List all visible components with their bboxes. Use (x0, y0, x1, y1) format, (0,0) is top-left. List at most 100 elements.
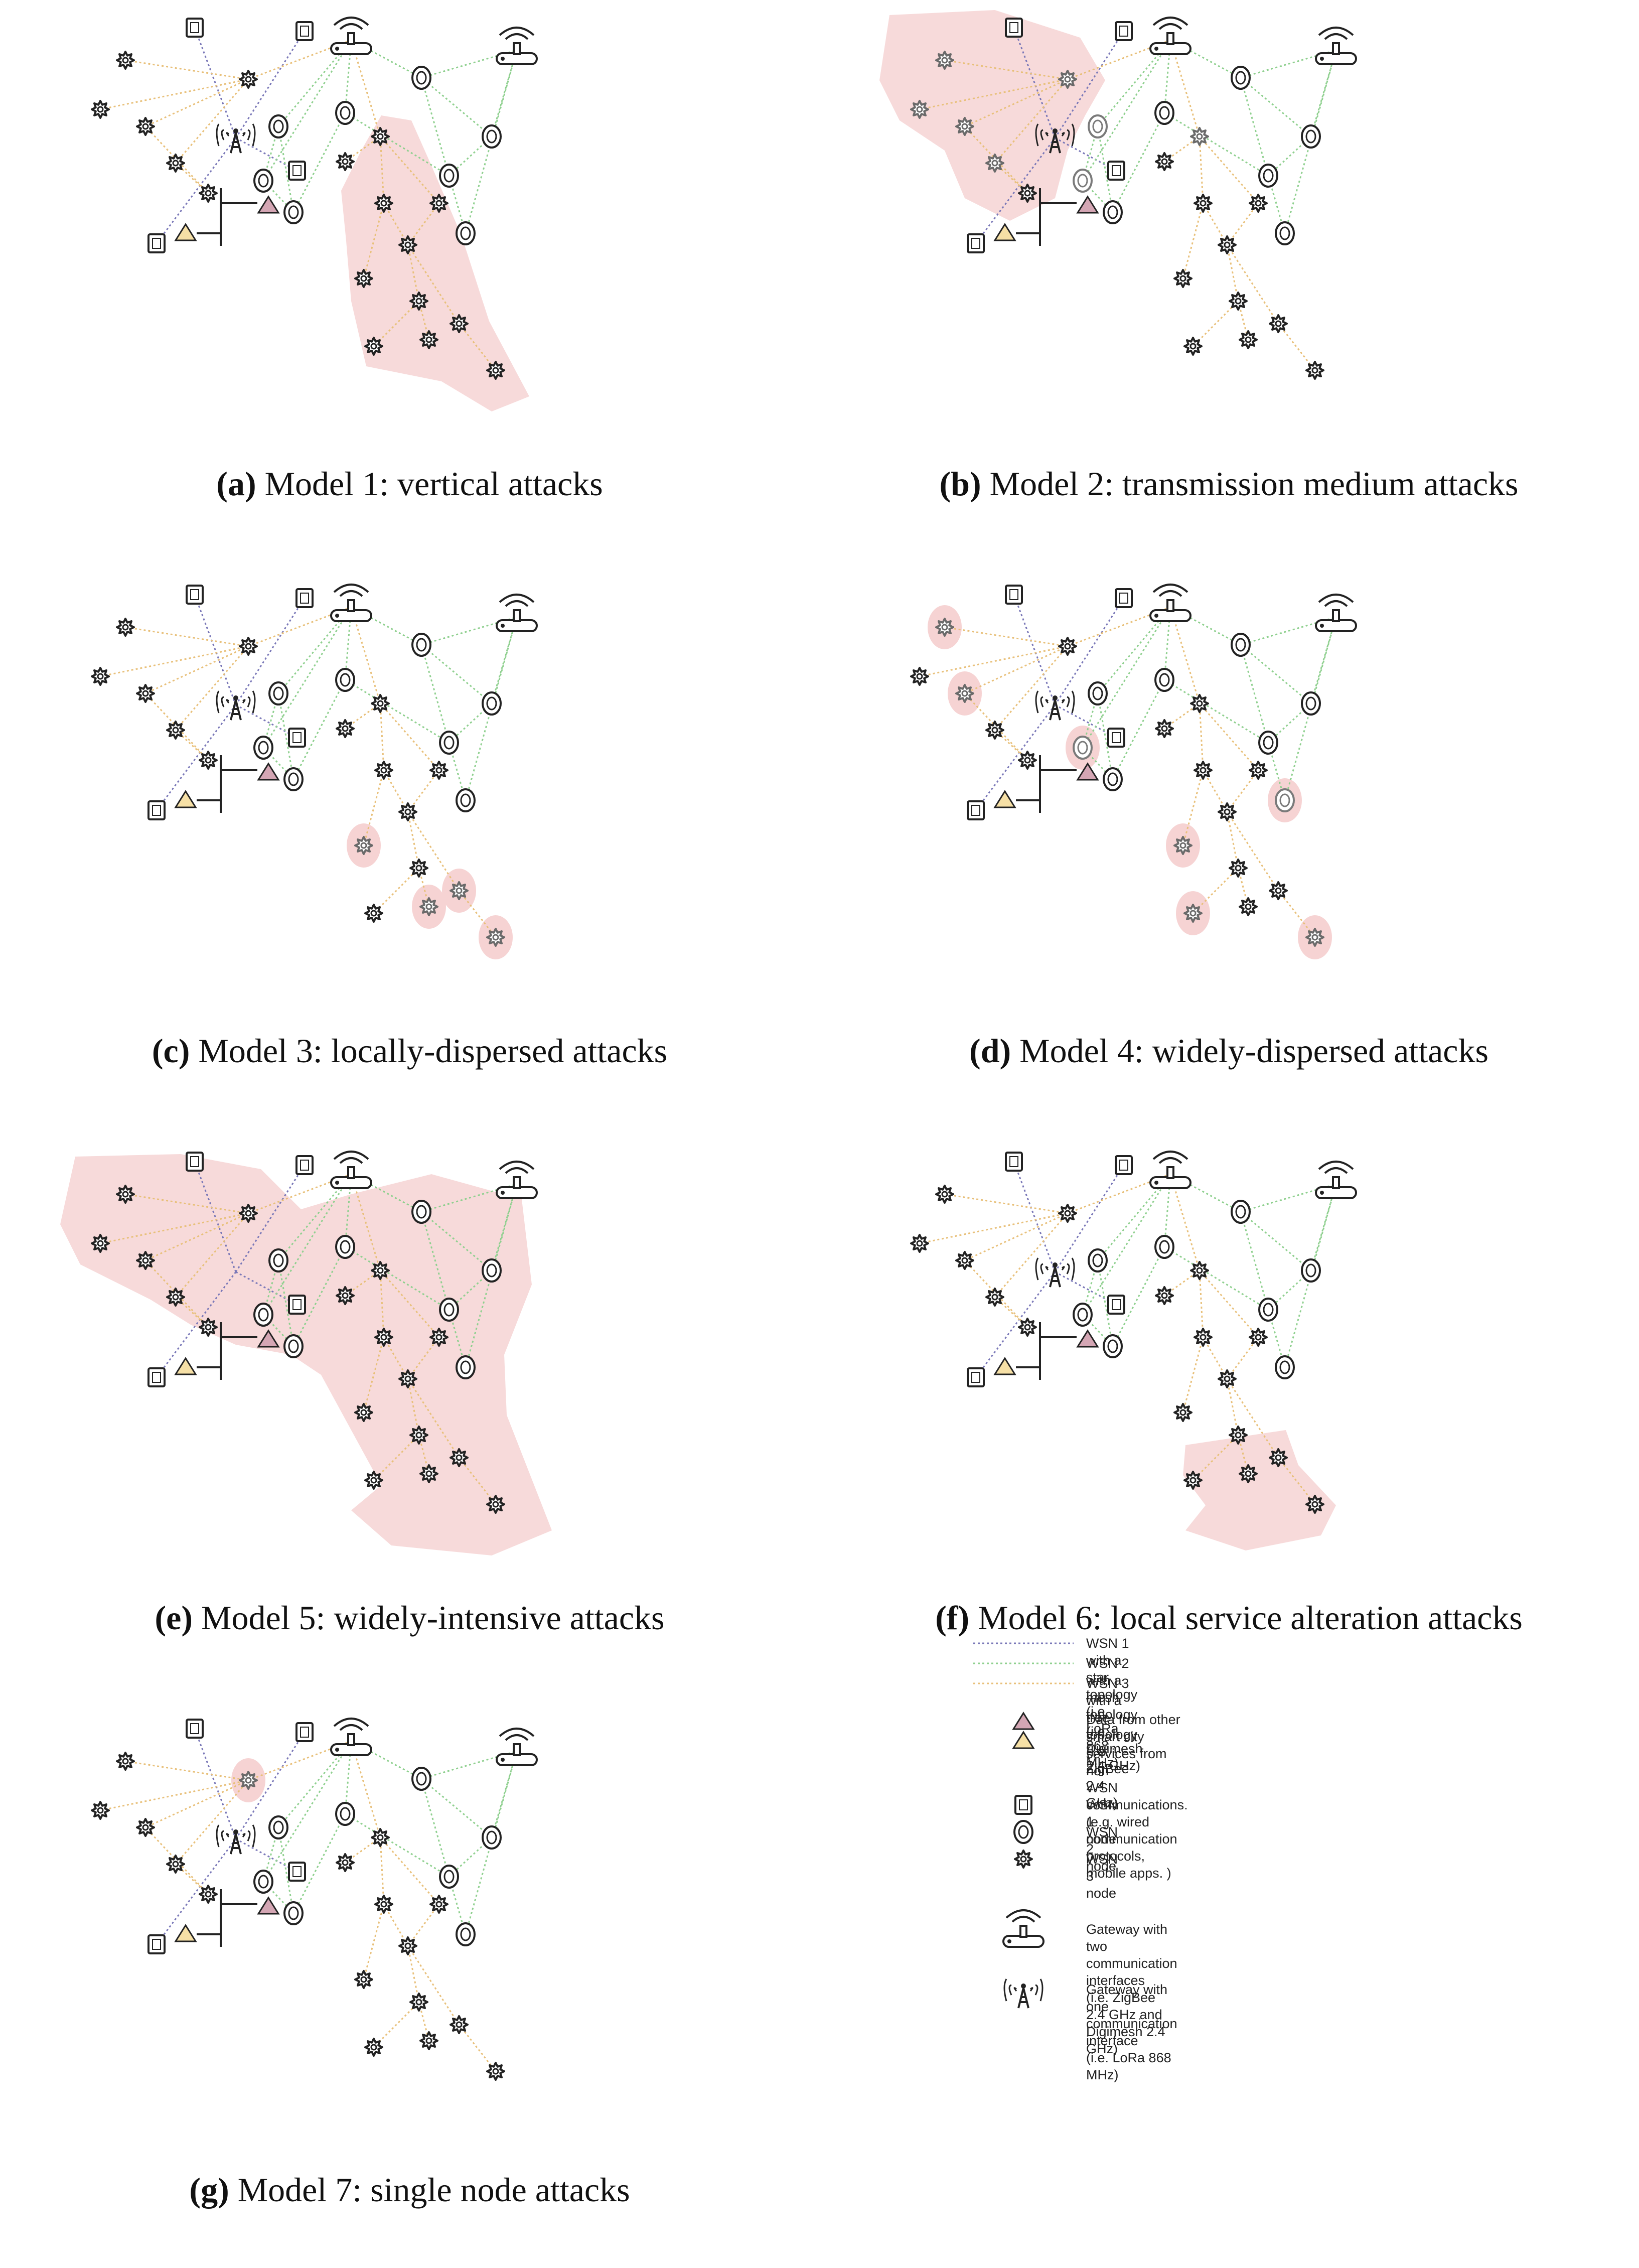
wsn1-node-icon (295, 1155, 314, 1175)
network-link (1112, 1246, 1165, 1347)
wsn2-node-icon (411, 633, 431, 657)
network-link (1182, 1337, 1204, 1413)
network-link (344, 607, 352, 680)
wsn3-node-icon (371, 694, 390, 713)
legend-gateway-two-label: Gateway with two communication interface… (1086, 1922, 1177, 2056)
network-link (458, 323, 497, 371)
caption-model-7: (g) Model 7: single node attacks (0, 2170, 819, 2210)
wsn2-node-icon (1088, 681, 1108, 705)
wsn2-node-icon (482, 124, 502, 149)
network-diagram (910, 1151, 1357, 1550)
wsn3-node-icon (398, 235, 417, 254)
wsn3-node-icon (955, 1251, 974, 1270)
wsn3-node-icon (91, 100, 110, 119)
wsn3-node-icon (199, 184, 218, 203)
data-feeder-line (1016, 755, 1077, 813)
wsn3-node-icon (1183, 337, 1203, 356)
network-link (1013, 27, 1056, 138)
wsn3-node-icon (398, 1936, 417, 1955)
wsn3-node-icon (1239, 330, 1258, 349)
wsn3-node-icon (374, 1328, 393, 1347)
router-gateway-icon (1315, 27, 1357, 65)
wsn3-node-icon (419, 330, 438, 349)
network-link (407, 244, 420, 302)
wsn2-node-icon (1103, 767, 1123, 791)
wsn3-node-icon (239, 70, 258, 89)
triangle-icon (993, 1357, 1016, 1375)
legend-wsn1-node-label: WSN 1 node (1086, 1797, 1118, 1847)
wsn3-node-icon (1018, 751, 1037, 770)
wsn3-node-icon (1249, 761, 1268, 780)
network-link (100, 645, 249, 677)
wsn3-node-icon (116, 51, 135, 70)
wsn3-node-icon (136, 1818, 155, 1837)
network-link (277, 1260, 294, 1347)
network-link (407, 244, 460, 324)
network-link (125, 1760, 249, 1781)
wsn3-node-icon (1239, 897, 1258, 916)
wsn2-node-icon (1088, 114, 1108, 138)
triangle-icon (1012, 1712, 1035, 1730)
wsn1-node-icon (295, 588, 314, 608)
wsn2-node-icon (1073, 736, 1093, 760)
wsn3-node-icon (1249, 194, 1268, 213)
network-link (100, 78, 249, 110)
antenna-tower-icon (216, 1824, 256, 1855)
wsn2-node-icon (1301, 1258, 1321, 1283)
wsn3-node-icon (935, 51, 954, 70)
wsn3-node-icon (371, 1261, 390, 1280)
network-link (344, 1741, 352, 1814)
network-link (1199, 1270, 1204, 1338)
antenna-tower-icon (1035, 123, 1075, 154)
wsn1-node-icon (288, 1295, 306, 1315)
network-link (421, 77, 492, 137)
network-link (235, 1838, 297, 1873)
network-link (345, 679, 450, 744)
network-link (1169, 1174, 1201, 1271)
wsn3-node-icon (1014, 1850, 1033, 1869)
caption-model-2: (b) Model 2: transmission medium attacks (819, 464, 1638, 504)
network-link (1199, 136, 1259, 204)
wsn1-node-icon (295, 21, 314, 41)
legend-wsn1-link-label: WSN 1 with a star topology (i.e. LoRa 86… (1086, 1636, 1138, 1770)
wsn3-node-icon (364, 904, 383, 923)
network-link (458, 890, 497, 938)
network-link (1202, 770, 1228, 812)
wsn2-node-icon (268, 681, 288, 705)
antenna-tower-icon (1035, 1257, 1075, 1288)
wsn2-node-icon (253, 1870, 273, 1894)
network-link (1202, 203, 1228, 245)
network-link (1055, 1271, 1117, 1306)
wsn3-node-icon (1239, 1464, 1258, 1483)
network-link (379, 703, 440, 771)
network-link (964, 645, 1068, 694)
wsn3-node-icon (985, 1288, 1004, 1307)
network-link (379, 1837, 440, 1905)
wsn1-node-icon (1115, 21, 1133, 41)
wsn3-node-icon (1173, 836, 1193, 855)
wsn3-node-icon (955, 117, 974, 136)
wsn2-node-icon (268, 114, 288, 138)
network-link (1054, 31, 1125, 138)
triangle-icon (993, 790, 1016, 808)
wsn1-node-icon (186, 1719, 204, 1739)
wsn3-node-icon (1018, 184, 1037, 203)
wsn3-node-icon (1173, 269, 1193, 288)
wsn3-node-icon (354, 1970, 373, 1989)
wsn3-node-icon (239, 637, 258, 656)
wsn2-node-icon (1103, 200, 1123, 224)
wsn2-node-icon (439, 1298, 459, 1322)
wsn3-node-icon (910, 667, 929, 686)
network-diagram (60, 1151, 552, 1555)
wsn2-node-icon (1275, 1355, 1295, 1379)
wsn3-node-icon (409, 1426, 428, 1445)
network-link (235, 31, 306, 138)
wsn3-node-icon (1190, 127, 1209, 146)
wsn3-node-icon (354, 1403, 373, 1422)
network-diagram (91, 584, 538, 959)
caption-label: (c) (152, 1032, 190, 1070)
wsn3-node-icon (1183, 1471, 1203, 1490)
network-link (350, 40, 381, 137)
wsn3-node-icon (409, 1993, 428, 2012)
caption-label: (b) (939, 465, 981, 503)
